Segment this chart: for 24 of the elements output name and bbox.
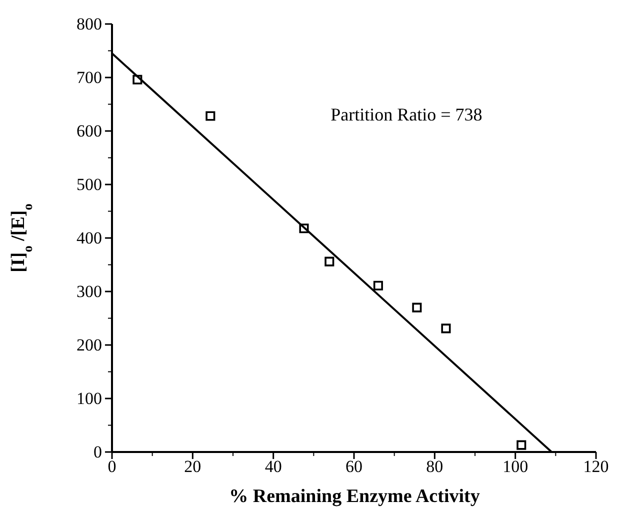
point	[441, 324, 451, 334]
annotation: Partition Ratio = 738	[330, 104, 482, 124]
x-tick-label: 20	[184, 457, 202, 476]
y-tick-label: 400	[76, 228, 102, 248]
point	[516, 440, 526, 450]
x-tick-label: 40	[264, 457, 282, 476]
x-tick-label: 60	[346, 457, 362, 476]
x-tick-label: 80	[426, 457, 444, 476]
point	[412, 302, 422, 312]
y-tick-label: 300	[76, 282, 102, 301]
point	[206, 111, 216, 121]
y-tick-label: 600	[76, 122, 102, 140]
y-tick-label: 200	[76, 336, 102, 354]
x-tick-label: 0	[108, 457, 116, 476]
x-tick-label: 100	[502, 457, 528, 476]
point	[324, 256, 334, 266]
y-tick-label: 100	[76, 389, 102, 408]
y-tick-label: 500	[76, 175, 102, 194]
y-tick-label: 700	[76, 68, 102, 87]
point	[373, 280, 383, 290]
y-tick-label: 800	[76, 14, 102, 34]
y-tick-label: 0	[94, 442, 102, 462]
x-tick-label: 120	[583, 457, 609, 476]
x-axis-title: % Remaining Enzyme Activity	[229, 486, 480, 507]
